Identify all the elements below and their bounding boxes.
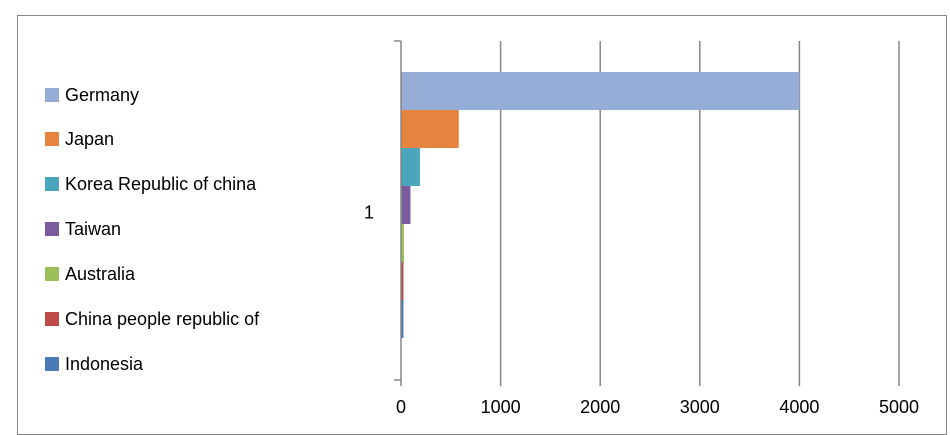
legend-swatch-taiwan — [45, 222, 59, 236]
legend-swatch-australia — [45, 267, 59, 281]
legend-label-indonesia: Indonesia — [65, 353, 144, 374]
bar-japan — [401, 110, 459, 148]
y-category-label: 1 — [364, 203, 374, 223]
chart-legend: Germany Japan Korea Republic of china Ta… — [45, 80, 365, 380]
legend-swatch-japan — [45, 132, 59, 146]
legend-label-japan: Japan — [65, 128, 115, 149]
bar-australia — [401, 224, 404, 262]
legend-item-taiwan: Taiwan — [45, 217, 121, 241]
axes — [394, 40, 900, 386]
legend-label-korea: Korea Republic of china — [65, 173, 257, 194]
legend-label-germany: Germany — [65, 84, 140, 105]
bar-taiwan — [401, 186, 411, 224]
bar-china-people-republic-of — [401, 262, 404, 300]
legend-swatch-indonesia — [45, 357, 59, 371]
legend-label-china: China people republic of — [65, 308, 260, 329]
tick-labels: 0 1000 2000 3000 4000 5000 1 — [364, 203, 919, 418]
legend-item-japan: Japan — [45, 127, 114, 151]
bar-germany — [401, 72, 800, 110]
legend-swatch-korea — [45, 177, 59, 191]
legend-item-china: China people republic of — [45, 307, 259, 331]
legend-item-indonesia: Indonesia — [45, 352, 143, 376]
legend-item-germany: Germany — [45, 83, 139, 107]
x-tick-label-0: 0 — [396, 397, 406, 417]
x-tick-label-5000: 5000 — [879, 397, 919, 417]
legend-swatch-germany — [45, 88, 59, 102]
bars — [401, 72, 800, 338]
legend-label-australia: Australia — [65, 263, 136, 284]
legend-swatch-china — [45, 312, 59, 326]
x-tick-label-2000: 2000 — [580, 397, 620, 417]
bar-korea-republic-of-china — [401, 148, 420, 186]
x-tick-label-3000: 3000 — [680, 397, 720, 417]
x-tick-label-4000: 4000 — [779, 397, 819, 417]
x-tick-label-1000: 1000 — [481, 397, 521, 417]
legend-item-australia: Australia — [45, 262, 135, 286]
legend-label-taiwan: Taiwan — [65, 218, 122, 239]
legend-item-korea: Korea Republic of china — [45, 172, 256, 196]
bar-indonesia — [401, 300, 404, 338]
